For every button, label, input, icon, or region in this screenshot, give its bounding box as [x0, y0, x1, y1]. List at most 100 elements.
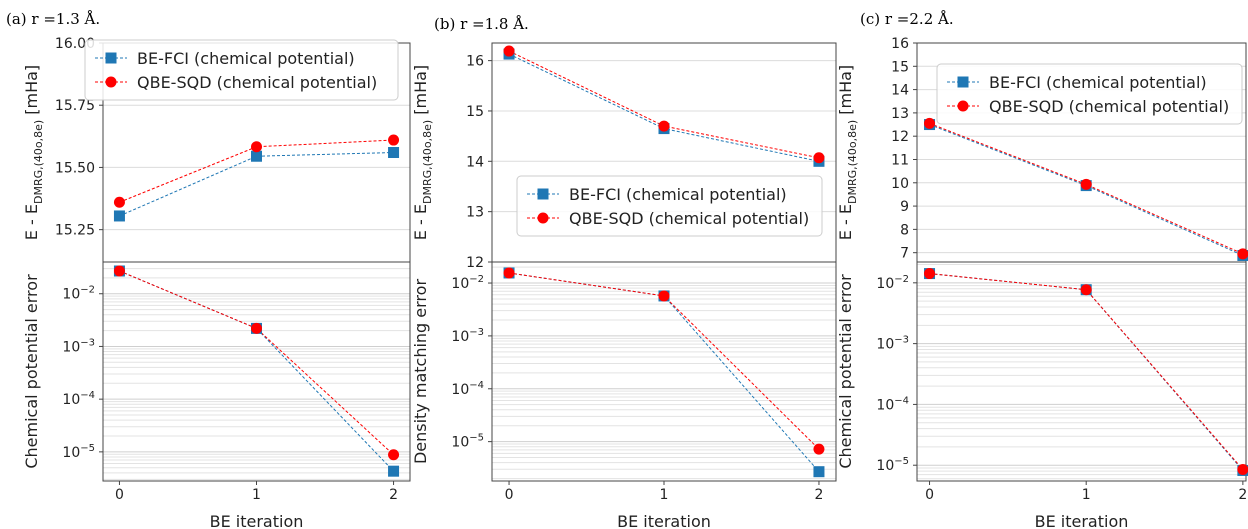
- data-point-qbe-sqd: [1080, 178, 1092, 190]
- data-point-be-fci: [388, 147, 400, 158]
- x-tick-label: 1: [252, 487, 261, 503]
- y-tick-label: 10−3: [876, 335, 909, 353]
- y-tick-label: 7: [900, 246, 909, 262]
- y-tick-label: 13: [466, 205, 484, 221]
- x-tick-label: 0: [505, 487, 514, 503]
- data-point-be-fci: [113, 210, 125, 222]
- legend-box: [84, 39, 399, 101]
- x-tick-label: 1: [1082, 487, 1091, 503]
- y-axis-label: E - EDMRG,(40o,8e) [mHa]: [411, 65, 434, 240]
- x-axis-label: BE iteration: [210, 512, 304, 529]
- y-tick-label: 10−4: [876, 395, 909, 413]
- data-point-qbe-sqd: [1237, 464, 1248, 476]
- series-line-qbe-sqd: [119, 270, 394, 456]
- y-tick-label: 10−5: [451, 433, 484, 451]
- panel-b-title: (b) r =1.8 Å.: [434, 15, 529, 33]
- subplot-b-top: 12 13 14 15 16 E - EDMRG,(40o,8e) [mHa] BE-FCI…: [411, 42, 837, 271]
- y-tick-label: 15.25: [55, 223, 95, 239]
- data-point-qbe-sqd: [503, 45, 515, 57]
- data-point-qbe-sqd: [388, 449, 400, 461]
- y-tick-label: 16: [466, 54, 484, 70]
- y-tick-label: 10−5: [62, 443, 95, 461]
- data-point-be-fci: [813, 466, 825, 478]
- legend-label: BE-FCI (chemical potential): [989, 73, 1207, 92]
- y-tick-label: 10−3: [451, 327, 484, 345]
- y-axis-label: Density matching error: [411, 279, 430, 465]
- legend-label: QBE-SQD (chemical potential): [137, 73, 377, 92]
- x-tick-label: 2: [389, 487, 398, 503]
- y-tick-label: 12: [891, 129, 909, 145]
- y-tick-label: 10−2: [62, 285, 95, 303]
- y-tick-label: 10−2: [876, 274, 909, 292]
- x-tick-label: 2: [1238, 487, 1247, 503]
- y-tick-label: 10−2: [451, 274, 484, 292]
- series-line-be-fci: [508, 53, 820, 162]
- y-tick-label: 10−4: [451, 380, 484, 398]
- data-point-be-fci: [251, 150, 262, 162]
- x-tick-label: 0: [115, 487, 124, 503]
- data-point-qbe-sqd: [658, 120, 670, 132]
- y-tick-label: 13: [891, 106, 909, 122]
- data-point-qbe-sqd: [503, 267, 515, 279]
- data-point-qbe-sqd: [113, 196, 125, 208]
- data-point-qbe-sqd: [1080, 284, 1092, 296]
- legend-marker: [957, 100, 969, 112]
- legend-label: QBE-SQD (chemical potential): [989, 97, 1229, 116]
- data-point-qbe-sqd: [113, 265, 125, 277]
- y-tick-label: 14: [891, 83, 909, 99]
- legend-marker: [105, 76, 117, 88]
- panel-c-title: (c) r =2.2 Å.: [860, 10, 954, 28]
- subplot-c-top: 7 8 9 10 11 12 13 14 15 16 E - EDMRG,(40o,8e) [mHa…: [836, 36, 1248, 263]
- legend-box: [936, 63, 1243, 125]
- data-point-qbe-sqd: [251, 322, 262, 334]
- subplot-a-bottom: 10−5 10−4 10−3 10−2 0 1 2 BE iteration Chemical …: [22, 261, 411, 529]
- data-point-qbe-sqd: [1237, 248, 1248, 260]
- y-axis-label: Chemical potential error: [22, 274, 41, 469]
- y-axis-label: E - EDMRG,(40o,8e) [mHa]: [22, 65, 45, 240]
- legend-marker: [537, 212, 549, 224]
- data-point-qbe-sqd: [813, 152, 825, 164]
- y-tick-label: 11: [891, 152, 909, 168]
- legend: BE-FCI (chemical potential) QBE-SQD (chem…: [516, 175, 823, 237]
- series-line-qbe-sqd: [929, 273, 1244, 470]
- x-tick-label: 1: [660, 487, 669, 503]
- series-line-be-fci: [929, 124, 1244, 256]
- data-point-qbe-sqd: [388, 134, 400, 146]
- x-axis-label: BE iteration: [1035, 512, 1129, 529]
- data-point-qbe-sqd: [658, 290, 670, 302]
- axes-frame: [916, 261, 1247, 482]
- data-point-qbe-sqd: [251, 141, 262, 153]
- y-tick-label: 16: [891, 36, 909, 52]
- x-axis-label: BE iteration: [617, 512, 711, 529]
- y-tick-label: 15: [891, 59, 909, 75]
- data-point-qbe-sqd: [924, 117, 936, 129]
- subplot-c-bottom: 10−5 10−4 10−3 10−2 0 1 2 BE iteration Chemical …: [836, 261, 1248, 529]
- y-tick-label: 15.75: [55, 98, 95, 114]
- y-axis-label: E - EDMRG,(40o,8e) [mHa]: [836, 65, 859, 240]
- y-axis-label: Chemical potential error: [836, 274, 855, 469]
- y-tick-label: 15: [466, 104, 484, 120]
- data-point-qbe-sqd: [924, 268, 936, 280]
- y-tick-label: 15.50: [55, 160, 95, 176]
- y-tick-label: 10−3: [62, 337, 95, 355]
- legend-box: [516, 175, 823, 237]
- y-tick-label: 10: [891, 176, 909, 192]
- x-tick-label: 2: [814, 487, 823, 503]
- legend-marker: [105, 52, 117, 64]
- y-tick-label: 9: [900, 199, 909, 215]
- axes-frame: [102, 261, 411, 482]
- series-line-be-fci: [119, 270, 394, 472]
- series-line-be-fci: [119, 152, 394, 217]
- y-tick-label: 10−5: [876, 456, 909, 474]
- data-point-be-fci: [388, 465, 400, 477]
- legend: BE-FCI (chemical potential) QBE-SQD (chem…: [936, 63, 1243, 125]
- data-point-qbe-sqd: [813, 443, 825, 455]
- y-tick-label: 10−4: [62, 390, 95, 408]
- panel-a-title: (a) r =1.3 Å.: [6, 10, 101, 28]
- legend-label: BE-FCI (chemical potential): [569, 185, 787, 204]
- legend-marker: [537, 188, 549, 200]
- legend-marker: [957, 76, 969, 88]
- legend-label: BE-FCI (chemical potential): [137, 49, 355, 68]
